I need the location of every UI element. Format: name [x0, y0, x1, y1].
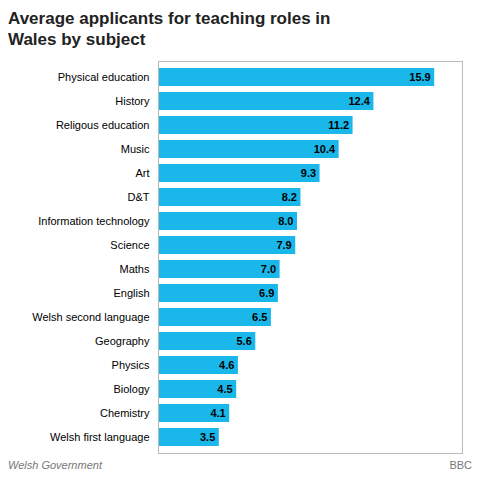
- svg-text:Geography: Geography: [95, 335, 150, 347]
- svg-text:15.9: 15.9: [409, 71, 430, 83]
- svg-text:Maths: Maths: [120, 263, 150, 275]
- svg-text:8.2: 8.2: [282, 191, 297, 203]
- svg-text:5.6: 5.6: [236, 335, 251, 347]
- svg-text:7.0: 7.0: [261, 263, 276, 275]
- svg-text:Music: Music: [121, 143, 150, 155]
- svg-text:10.4: 10.4: [314, 143, 336, 155]
- svg-text:6.9: 6.9: [259, 287, 274, 299]
- svg-text:Science: Science: [110, 239, 149, 251]
- html-text:Average applicants for teachin: Average applicants for teaching roles in…: [8, 9, 331, 50]
- svg-text:Physical education: Physical education: [58, 71, 150, 83]
- svg-text:Biology: Biology: [113, 383, 150, 395]
- svg-text:Welsh second language: Welsh second language: [32, 311, 149, 323]
- svg-text:Physics: Physics: [112, 359, 150, 371]
- svg-text:Information technology: Information technology: [38, 215, 150, 227]
- svg-text:8.0: 8.0: [278, 215, 293, 227]
- svg-text:Welsh first language: Welsh first language: [50, 431, 149, 443]
- svg-text:7.9: 7.9: [276, 239, 291, 251]
- svg-text:English: English: [113, 287, 149, 299]
- svg-text:History: History: [115, 95, 150, 107]
- svg-text:Art: Art: [135, 167, 149, 179]
- svg-text:12.4: 12.4: [348, 95, 370, 107]
- svg-text:Religous education: Religous education: [56, 119, 150, 131]
- svg-text:11.2: 11.2: [328, 119, 349, 131]
- html-text:BBC: BBC: [449, 458, 472, 471]
- svg-text:D&T: D&T: [128, 191, 150, 203]
- svg-text:Chemistry: Chemistry: [100, 407, 150, 419]
- svg-text:4.5: 4.5: [217, 383, 232, 395]
- svg-text:4.6: 4.6: [219, 359, 234, 371]
- svg-text:4.1: 4.1: [210, 407, 225, 419]
- svg-text:9.3: 9.3: [301, 167, 316, 179]
- html-text:Welsh Government: Welsh Government: [8, 458, 102, 471]
- svg-text:6.5: 6.5: [252, 311, 267, 323]
- svg-text:3.5: 3.5: [200, 431, 215, 443]
